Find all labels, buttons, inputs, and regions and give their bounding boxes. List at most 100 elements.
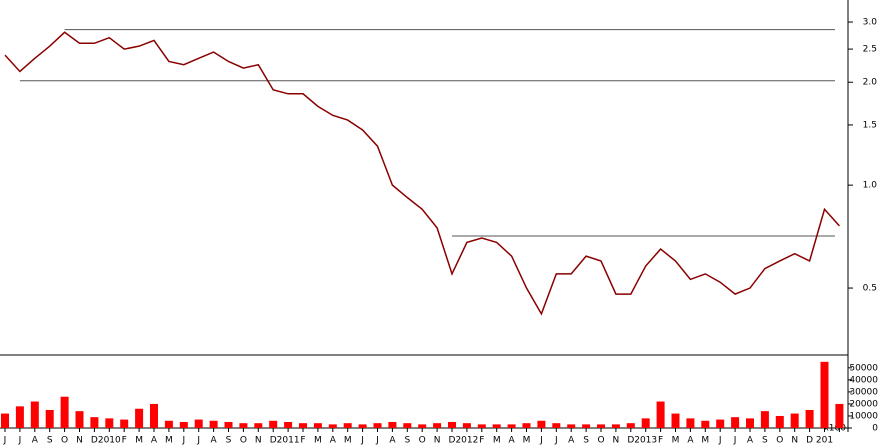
y-tick-label: 3.0	[863, 18, 878, 28]
volume-bar	[254, 423, 263, 428]
x-tick-label: F	[479, 436, 484, 446]
x-tick-label: J	[733, 436, 737, 446]
x-tick-label: M	[672, 436, 680, 446]
volume-bar	[150, 403, 158, 428]
x-tick-label: J	[18, 436, 22, 446]
x-tick-label: J	[718, 436, 722, 446]
x-tick-label: J	[181, 436, 185, 446]
x-tick-label: D	[806, 436, 813, 446]
y-tick-label: 2.5	[863, 45, 877, 55]
price-line	[4, 31, 840, 316]
volume-bar	[462, 423, 471, 428]
volume-bar	[343, 423, 352, 428]
x-tick-label: N	[255, 436, 262, 446]
x-tick-label: J	[375, 436, 379, 446]
volume-bar	[358, 424, 367, 428]
volume-y-tick-label: 0	[872, 424, 878, 434]
volume-unit-label: x100	[823, 424, 846, 434]
volume-bar	[820, 361, 829, 428]
x-tick-label: J	[3, 436, 7, 446]
x-tick-label: A	[211, 436, 218, 446]
volume-bar	[120, 419, 129, 428]
x-tick-label: S	[47, 436, 53, 446]
x-tick-label: S	[404, 436, 410, 446]
volume-bar	[656, 401, 665, 428]
volume-bar	[209, 420, 218, 428]
x-tick-label: N	[613, 436, 620, 446]
volume-bar	[626, 423, 635, 428]
volume-bar	[15, 406, 24, 428]
x-tick-label: F	[658, 436, 663, 446]
x-tick-label: M	[493, 436, 501, 446]
volume-y-tick-label: 30000	[849, 387, 878, 397]
x-tick-label: M	[523, 436, 531, 446]
x-tick-label: J	[539, 436, 543, 446]
x-tick-label: O	[419, 436, 426, 446]
volume-bar	[179, 421, 188, 428]
x-tick-label: O	[61, 436, 68, 446]
y-tick-label: 1.0	[863, 181, 878, 191]
y-tick-label: 1.5	[863, 120, 877, 130]
volume-bar	[611, 424, 620, 428]
x-tick-label: D	[449, 436, 456, 446]
volume-bar	[403, 423, 412, 428]
x-tick-label: J	[554, 436, 558, 446]
x-tick-label: 201	[816, 436, 833, 446]
x-tick-label: A	[330, 436, 337, 446]
volume-bar	[492, 424, 501, 428]
x-tick-label: M	[165, 436, 173, 446]
x-tick-label: F	[122, 436, 127, 446]
x-tick-label: 2011	[277, 436, 300, 446]
volume-bar	[760, 411, 769, 428]
volume-bar	[671, 413, 680, 428]
volume-bar	[477, 424, 486, 428]
volume-bar	[373, 423, 382, 428]
volume-y-tick-label: 50000	[849, 363, 878, 373]
x-tick-label: 2010	[98, 436, 121, 446]
volume-bar	[805, 409, 814, 428]
x-tick-label: M	[701, 436, 709, 446]
volume-bar	[448, 421, 456, 428]
x-tick-label: A	[747, 436, 754, 446]
x-tick-label: F	[300, 436, 305, 446]
volume-bar	[582, 424, 591, 428]
volume-bar	[30, 401, 39, 428]
x-tick-label: 2013	[634, 436, 657, 446]
x-tick-label: M	[344, 436, 352, 446]
volume-y-tick-label: 10000	[849, 411, 878, 421]
y-tick-label: 0.5	[863, 284, 877, 294]
volume-bar	[328, 424, 337, 428]
x-tick-label: A	[151, 436, 158, 446]
volume-bar	[194, 419, 203, 428]
x-tick-label: M	[135, 436, 143, 446]
x-tick-label: D	[91, 436, 98, 446]
volume-bar	[686, 418, 695, 428]
volume-bar	[224, 421, 233, 428]
volume-bar	[552, 423, 561, 428]
x-tick-label: O	[597, 436, 604, 446]
volume-bar	[239, 423, 248, 428]
x-tick-label: S	[226, 436, 232, 446]
y-tick-label: 2.0	[863, 78, 878, 88]
x-tick-label: M	[314, 436, 322, 446]
volume-bar	[269, 420, 278, 428]
volume-bar	[60, 396, 69, 428]
x-tick-label: A	[568, 436, 575, 446]
volume-bar	[567, 424, 576, 428]
volume-bar	[90, 417, 99, 428]
x-tick-label: J	[360, 436, 364, 446]
x-tick-label: O	[240, 436, 247, 446]
volume-bar	[284, 421, 293, 428]
volume-bar	[746, 418, 754, 428]
volume-bar	[641, 418, 650, 428]
volume-bar	[388, 421, 397, 428]
volume-bar	[701, 420, 710, 428]
x-tick-label: J	[196, 436, 200, 446]
volume-y-tick-label: 40000	[849, 375, 878, 385]
volume-bar	[537, 420, 546, 428]
volume-bar	[105, 418, 114, 428]
volume-bar	[135, 408, 144, 428]
volume-bar	[164, 420, 173, 428]
volume-bar	[716, 419, 725, 428]
